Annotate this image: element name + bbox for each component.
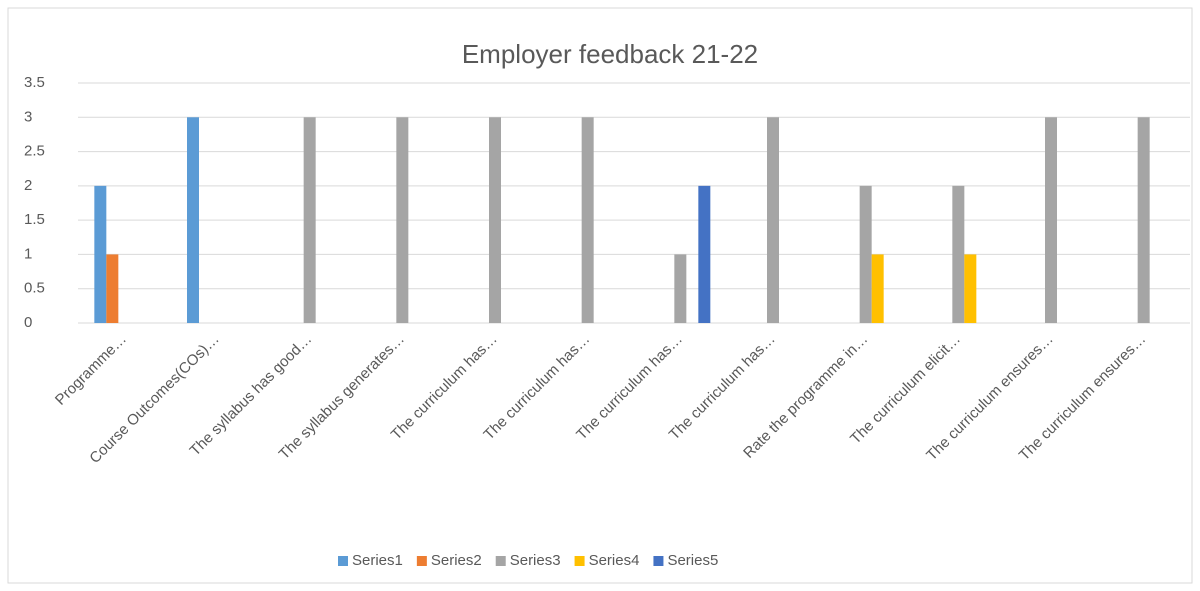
bar bbox=[767, 117, 779, 324]
legend-swatch bbox=[416, 556, 427, 566]
chart-title: Employer feedback 21-22 bbox=[462, 39, 758, 69]
legend-label: Series4 bbox=[589, 552, 640, 569]
bar bbox=[674, 254, 687, 323]
y-tick-label: 2.5 bbox=[24, 143, 45, 160]
legend-swatch bbox=[338, 556, 348, 566]
legend-label: Series5 bbox=[667, 552, 718, 569]
bar bbox=[187, 117, 199, 324]
legend-label: Series2 bbox=[431, 552, 482, 569]
bar bbox=[1137, 117, 1150, 324]
bar bbox=[698, 185, 711, 323]
y-tick-label: 3.5 bbox=[24, 74, 45, 91]
bar bbox=[106, 254, 119, 323]
bar bbox=[1045, 117, 1057, 324]
bar bbox=[303, 117, 316, 324]
bar bbox=[581, 117, 594, 324]
y-tick-label: 0 bbox=[24, 314, 32, 331]
chart-frame bbox=[7, 7, 1193, 584]
y-tick-label: 1 bbox=[24, 245, 32, 262]
y-tick-label: 1.5 bbox=[24, 211, 45, 228]
bar bbox=[859, 185, 872, 323]
bar bbox=[94, 185, 107, 323]
bar bbox=[871, 254, 884, 323]
legend-label: Series3 bbox=[510, 552, 561, 569]
legend-label: Series1 bbox=[352, 552, 403, 569]
y-tick-label: 3 bbox=[24, 108, 32, 125]
bar bbox=[952, 185, 965, 323]
bar bbox=[489, 117, 501, 324]
y-tick-label: 0.5 bbox=[24, 280, 45, 297]
legend-swatch bbox=[495, 556, 506, 566]
y-tick-label: 2 bbox=[24, 177, 32, 194]
bar bbox=[396, 117, 409, 324]
legend-swatch bbox=[574, 556, 585, 566]
legend-swatch bbox=[653, 556, 664, 566]
bar bbox=[964, 254, 977, 323]
